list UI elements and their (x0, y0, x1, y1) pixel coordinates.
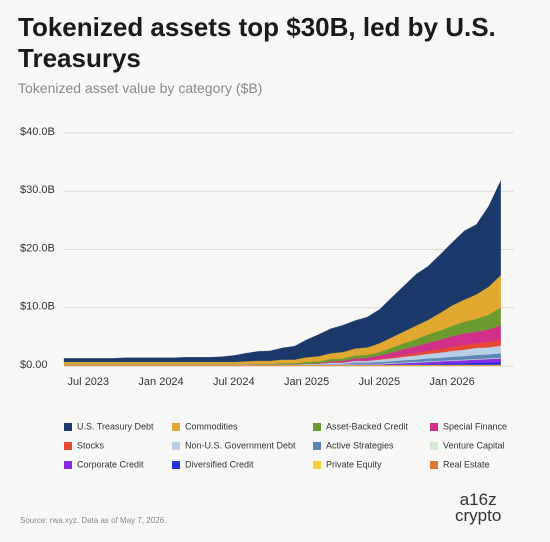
x-tick-label: Jan 2025 (284, 376, 329, 388)
legend-swatch (313, 423, 321, 431)
legend-swatch (172, 461, 180, 469)
legend-label: Corporate Credit (77, 459, 144, 469)
title: Tokenized assets top $30B, led by U.S. T… (18, 12, 496, 73)
legend-swatch (430, 442, 438, 450)
legend-swatch (313, 461, 321, 469)
area (63, 180, 501, 363)
x-tick-label: Jul 2025 (359, 376, 401, 388)
legend-label: Real Estate (443, 459, 490, 469)
legend-label: Venture Capital (443, 440, 505, 450)
x-tick-label: Jul 2024 (213, 376, 255, 388)
x-tick-label: Jan 2024 (138, 376, 183, 388)
legend-swatch (430, 461, 438, 469)
y-tick-label: $40.0B (20, 126, 55, 138)
legend-swatch (172, 423, 180, 431)
source: Source: rwa.xyz. Data as of May 7, 2026. (20, 516, 167, 525)
logo-bottom: crypto (455, 506, 502, 525)
legend-label: Asset-Backed Credit (326, 421, 409, 431)
y-tick-label: $0.00 (20, 359, 48, 371)
legend-swatch (313, 442, 321, 450)
y-tick-label: $30.0B (20, 184, 55, 196)
legend-label: Stocks (77, 440, 105, 450)
legend: U.S. Treasury Debt Commodities Asset-Backe… (64, 421, 507, 469)
legend-label: Special Finance (443, 421, 507, 431)
logo-top: a16z (459, 490, 497, 509)
subtitle: Tokenized asset value by category ($B) (18, 80, 263, 96)
legend-swatch (64, 423, 72, 431)
legend-label: Active Strategies (326, 440, 394, 450)
legend-swatch (430, 423, 438, 431)
legend-label: Commodities (185, 421, 238, 431)
y-tick-label: $20.0B (20, 242, 55, 254)
x-tick-label: Jan 2026 (430, 376, 475, 388)
logo: a16z crypto (455, 490, 502, 525)
chart: $0.00 $10.0B $20.0B $30.0B $40.0B Jul 2023 Jan… (20, 126, 514, 469)
legend-label: Private Equity (326, 459, 382, 469)
legend-label: U.S. Treasury Debt (77, 421, 154, 431)
y-tick-label: $10.0B (20, 301, 55, 313)
legend-swatch (64, 442, 72, 450)
legend-label: Diversified Credit (185, 459, 254, 469)
legend-swatch (64, 461, 72, 469)
legend-swatch (172, 442, 180, 450)
legend-label: Non-U.S. Government Debt (185, 440, 296, 450)
x-tick-label: Jul 2023 (67, 376, 109, 388)
